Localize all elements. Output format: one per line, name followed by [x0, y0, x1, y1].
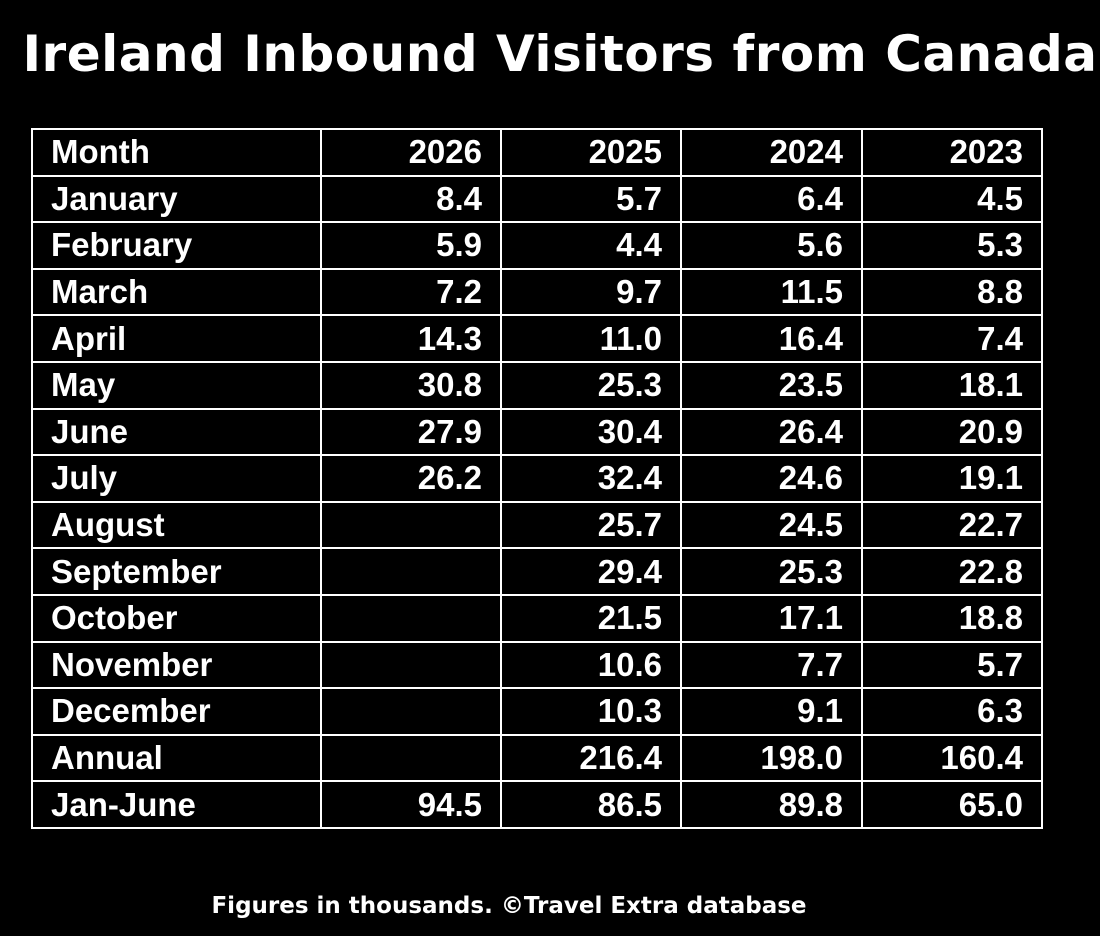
table-row: July 26.2 32.4 24.6 19.1: [31, 454, 1043, 503]
cell-2024: 25.3: [680, 547, 863, 596]
cell-2023: 7.4: [861, 314, 1043, 363]
cell-2025: 10.3: [500, 687, 682, 736]
table-row: September 29.4 25.3 22.8: [31, 547, 1043, 596]
row-label: January: [31, 174, 322, 224]
cell-2023: 18.8: [861, 593, 1043, 643]
column-header-2023: 2023: [861, 128, 1043, 177]
cell-2023: 18.1: [861, 360, 1043, 410]
column-header-month: Month: [31, 128, 322, 177]
table-row: May 30.8 25.3 23.5 18.1: [31, 360, 1043, 410]
cell-2024: 9.1: [680, 687, 863, 736]
row-label: March: [31, 267, 322, 317]
table-row: March 7.2 9.7 11.5 8.8: [31, 267, 1043, 317]
cell-2026: [320, 733, 502, 783]
cell-2025: 11.0: [500, 314, 682, 363]
cell-2026: 30.8: [320, 360, 502, 410]
cell-2026: 5.9: [320, 221, 502, 270]
table-row: November 10.6 7.7 5.7: [31, 640, 1043, 690]
cell-2026: [320, 500, 502, 550]
table-row: December 10.3 9.1 6.3: [31, 687, 1043, 736]
cell-2025: 5.7: [500, 174, 682, 224]
table-row: January 8.4 5.7 6.4 4.5: [31, 174, 1043, 224]
row-label: Annual: [31, 733, 322, 783]
table-row: Jan-June 94.5 86.5 89.8 65.0: [31, 780, 1043, 829]
cell-2024: 198.0: [680, 733, 863, 783]
cell-2026: 8.4: [320, 174, 502, 224]
row-label: April: [31, 314, 322, 363]
cell-2026: [320, 640, 502, 690]
cell-2025: 216.4: [500, 733, 682, 783]
column-header-2026: 2026: [320, 128, 502, 177]
cell-2024: 11.5: [680, 267, 863, 317]
cell-2023: 160.4: [861, 733, 1043, 783]
cell-2024: 16.4: [680, 314, 863, 363]
cell-2025: 4.4: [500, 221, 682, 270]
cell-2023: 5.7: [861, 640, 1043, 690]
cell-2025: 86.5: [500, 780, 682, 829]
table-body: January 8.4 5.7 6.4 4.5 February 5.9 4.4 5.6 5.3 M…: [31, 174, 1043, 829]
table-row: August 25.7 24.5 22.7: [31, 500, 1043, 550]
cell-2025: 9.7: [500, 267, 682, 317]
cell-2023: 6.3: [861, 687, 1043, 736]
cell-2026: 94.5: [320, 780, 502, 829]
cell-2024: 7.7: [680, 640, 863, 690]
cell-2025: 30.4: [500, 407, 682, 457]
table-row: June 27.9 30.4 26.4 20.9: [31, 407, 1043, 457]
cell-2025: 10.6: [500, 640, 682, 690]
cell-2024: 24.6: [680, 454, 863, 503]
cell-2023: 22.8: [861, 547, 1043, 596]
cell-2026: [320, 687, 502, 736]
column-header-2025: 2025: [500, 128, 682, 177]
cell-2024: 26.4: [680, 407, 863, 457]
cell-2026: 7.2: [320, 267, 502, 317]
cell-2025: 32.4: [500, 454, 682, 503]
column-header-2024: 2024: [680, 128, 863, 177]
row-label: August: [31, 500, 322, 550]
row-label: May: [31, 360, 322, 410]
cell-2026: [320, 547, 502, 596]
cell-2023: 4.5: [861, 174, 1043, 224]
cell-2026: 14.3: [320, 314, 502, 363]
row-label: July: [31, 454, 322, 503]
cell-2023: 22.7: [861, 500, 1043, 550]
table-row: October 21.5 17.1 18.8: [31, 593, 1043, 643]
cell-2025: 25.7: [500, 500, 682, 550]
cell-2025: 29.4: [500, 547, 682, 596]
row-label: October: [31, 593, 322, 643]
row-label: September: [31, 547, 322, 596]
cell-2026: 27.9: [320, 407, 502, 457]
cell-2024: 23.5: [680, 360, 863, 410]
table-row: February 5.9 4.4 5.6 5.3: [31, 221, 1043, 270]
row-label: November: [31, 640, 322, 690]
table-row: April 14.3 11.0 16.4 7.4: [31, 314, 1043, 363]
row-label: Jan-June: [31, 780, 322, 829]
cell-2025: 21.5: [500, 593, 682, 643]
cell-2024: 24.5: [680, 500, 863, 550]
footnote: Figures in thousands. ©Travel Extra data…: [211, 893, 807, 919]
row-label: June: [31, 407, 322, 457]
cell-2024: 6.4: [680, 174, 863, 224]
row-label: December: [31, 687, 322, 736]
cell-2023: 5.3: [861, 221, 1043, 270]
visitors-table: Month 2026 2025 2024 2023 January 8.4 5.7 6…: [31, 128, 1043, 829]
chart-title: Ireland Inbound Visitors from Canada: [22, 25, 1098, 83]
row-label: February: [31, 221, 322, 270]
header-row: Month 2026 2025 2024 2023: [31, 128, 1043, 177]
cell-2023: 65.0: [861, 780, 1043, 829]
cell-2023: 8.8: [861, 267, 1043, 317]
cell-2024: 17.1: [680, 593, 863, 643]
cell-2025: 25.3: [500, 360, 682, 410]
cell-2024: 89.8: [680, 780, 863, 829]
cell-2023: 19.1: [861, 454, 1043, 503]
cell-2023: 20.9: [861, 407, 1043, 457]
cell-2024: 5.6: [680, 221, 863, 270]
table-row: Annual 216.4 198.0 160.4: [31, 733, 1043, 783]
cell-2026: [320, 593, 502, 643]
cell-2026: 26.2: [320, 454, 502, 503]
